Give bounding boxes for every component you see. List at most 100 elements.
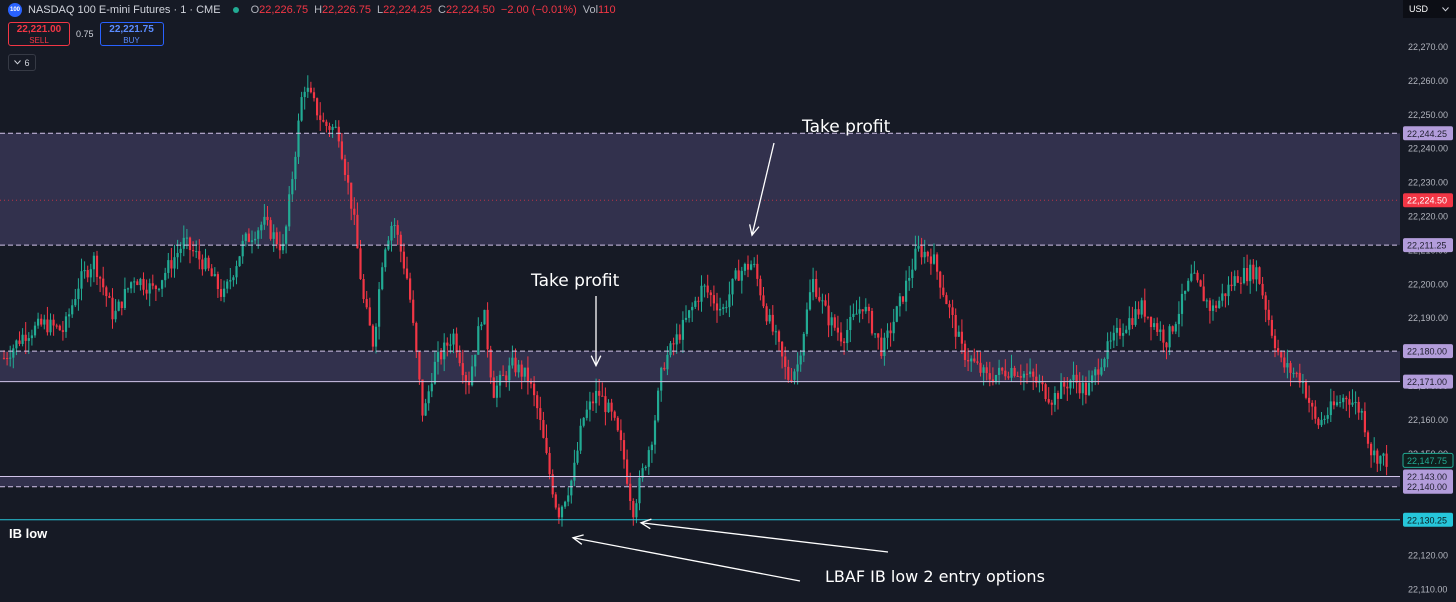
candle-body — [179, 248, 182, 253]
candle-body — [1137, 309, 1140, 315]
buy-button[interactable]: 22,221.75 BUY — [99, 22, 164, 46]
candle-body — [238, 256, 241, 267]
candle-body — [1038, 382, 1041, 384]
candle-body — [746, 263, 750, 270]
candle-body — [756, 263, 759, 279]
candle-body — [728, 294, 731, 308]
indicators-count: 6 — [24, 57, 30, 68]
candle-body — [161, 280, 164, 289]
level-price-tag[interactable]: 22,171.00 — [1407, 377, 1447, 387]
candle-body — [979, 362, 982, 373]
candle-body — [108, 296, 111, 298]
candle-body — [861, 309, 864, 312]
current-price-tag-bg — [1402, 452, 1454, 468]
candle-body — [266, 216, 269, 221]
candle-body — [796, 364, 799, 372]
candle-body — [1100, 367, 1103, 375]
candle-body — [818, 296, 821, 301]
last-price-tag[interactable]: 22,224.50 — [1407, 196, 1447, 206]
candle-body — [117, 301, 120, 311]
level-price-tag[interactable]: 22,140.00 — [1407, 482, 1447, 492]
candle-body — [1118, 327, 1122, 336]
candle-body — [1304, 381, 1308, 398]
candle-body — [436, 352, 440, 362]
candle-body — [1153, 323, 1156, 328]
candle-body — [663, 367, 666, 370]
level-price-tag[interactable]: 22,244.25 — [1407, 129, 1447, 139]
buy-price: 22,221.75 — [109, 24, 154, 35]
candle-body — [808, 292, 812, 310]
candle-body — [260, 224, 263, 231]
current-price-tag[interactable]: 22,147.75 — [1407, 456, 1447, 466]
candle-body — [306, 87, 309, 92]
candle-body — [257, 230, 260, 239]
ib-low-price-tag[interactable]: 22,130.25 — [1407, 515, 1447, 525]
candle-body — [657, 390, 660, 421]
candle-body — [802, 333, 805, 356]
symbol-title[interactable]: NASDAQ 100 E-mini Futures · 1 · CME — [28, 4, 221, 16]
candle-body — [1115, 327, 1118, 333]
level-price-tag[interactable]: 22,143.00 — [1407, 472, 1447, 482]
candle-body — [1308, 397, 1311, 403]
candle-body — [1252, 264, 1255, 280]
take-profit-label-lower: Take profit — [530, 271, 620, 291]
candle-body — [681, 319, 684, 340]
candle-body — [684, 317, 688, 320]
candle-body — [898, 296, 901, 307]
candle-body — [635, 503, 638, 518]
candle-body — [182, 237, 185, 249]
candle-body — [427, 391, 430, 404]
candle-body — [325, 121, 328, 126]
sell-button[interactable]: 22,221.00 SELL — [8, 22, 70, 46]
candle-body — [1128, 318, 1131, 330]
candle-body — [573, 462, 576, 481]
candle-body — [926, 251, 929, 257]
take-profit-label-upper: Take profit — [801, 117, 891, 137]
candle-body — [2, 357, 6, 359]
candle-body — [1013, 367, 1016, 376]
candle-body — [61, 330, 64, 332]
level-price-tag[interactable]: 22,180.00 — [1407, 347, 1447, 357]
candle-body — [1218, 300, 1221, 308]
currency-select[interactable]: USD — [1403, 0, 1456, 18]
candle-body — [1292, 372, 1295, 374]
candle-body — [142, 278, 145, 290]
candle-body — [830, 317, 833, 326]
symbol-logo-icon[interactable]: 100 — [8, 3, 22, 17]
candle-body — [399, 234, 402, 252]
candle-body — [1301, 381, 1304, 383]
level-price-tag[interactable]: 22,211.25 — [1407, 241, 1446, 251]
candle-body — [378, 289, 381, 327]
candle-body — [424, 403, 427, 416]
candle-body — [198, 251, 201, 260]
candle-body — [136, 281, 139, 286]
candle-body — [1376, 450, 1379, 464]
candle-body — [1174, 324, 1177, 332]
candle-body — [1016, 375, 1019, 377]
candle-body — [86, 270, 89, 278]
candle-body — [120, 301, 123, 309]
candle-body — [870, 310, 874, 334]
candle-body — [1221, 293, 1224, 301]
market-status-icon[interactable] — [232, 7, 239, 13]
candle-body — [483, 309, 486, 325]
candle-body — [334, 126, 337, 128]
indicators-toggle-button[interactable]: 6 — [8, 54, 36, 71]
horizontal-levels[interactable]: IB low — [0, 132, 1400, 541]
candle-body — [852, 313, 855, 317]
price-zone — [0, 476, 1400, 487]
candle-body — [672, 343, 675, 345]
trade-panel: 22,221.00 SELL 0.75 22,221.75 BUY — [8, 22, 164, 46]
candle-body — [446, 342, 449, 346]
candle-body — [92, 255, 95, 270]
candle-body — [1171, 326, 1174, 332]
candle-body — [492, 377, 495, 398]
price-axis[interactable]: 22,270.00 22,260.00 22,250.00 22,240.00 22,2… — [1400, 0, 1456, 602]
candle-body — [715, 303, 719, 311]
candle-body — [1320, 419, 1323, 426]
candle-body — [102, 278, 105, 288]
candle-body — [254, 238, 257, 241]
candle-body — [1029, 371, 1032, 375]
candle-body — [737, 270, 740, 281]
